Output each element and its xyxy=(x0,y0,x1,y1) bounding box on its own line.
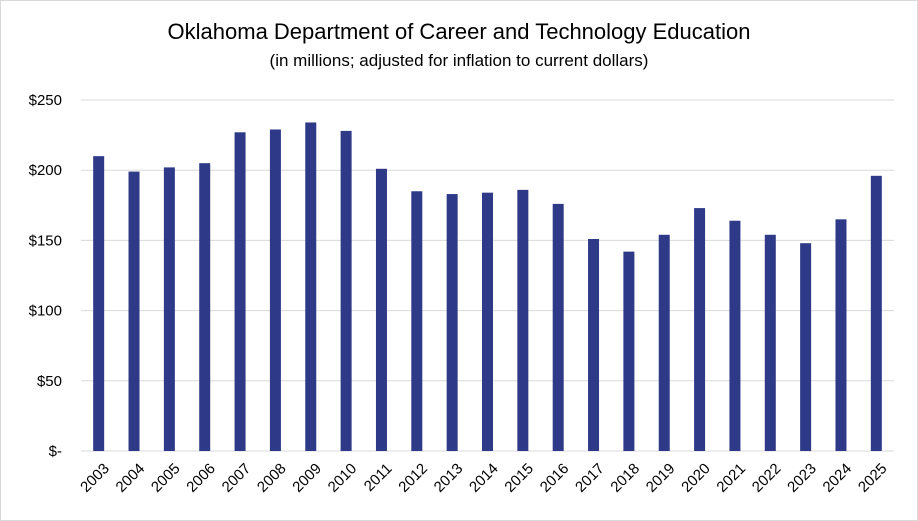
bar xyxy=(694,208,706,451)
x-tick-label: 2012 xyxy=(395,460,431,496)
bar-series xyxy=(93,122,882,452)
bar xyxy=(163,167,175,451)
x-axis: 2003 2004 2005 2006 2007 2008 2009 2010 2011 2012… xyxy=(77,460,890,496)
bar xyxy=(128,171,140,451)
bar xyxy=(446,194,458,451)
bar xyxy=(552,203,564,451)
bar xyxy=(764,234,776,451)
bar xyxy=(729,220,741,451)
y-tick-label: $200 xyxy=(29,162,62,179)
y-axis: $- $50 $100 $150 $200 $250 xyxy=(29,92,62,460)
y-tick-label: $50 xyxy=(37,373,62,390)
y-tick-label: $150 xyxy=(29,232,62,249)
x-tick-label: 2005 xyxy=(148,460,184,496)
bar xyxy=(658,234,670,451)
x-tick-label: 2023 xyxy=(784,460,820,496)
x-tick-label: 2004 xyxy=(113,460,149,496)
bar xyxy=(199,163,211,451)
x-tick-label: 2015 xyxy=(501,460,537,496)
bar xyxy=(800,243,812,451)
bar xyxy=(870,175,882,452)
bar xyxy=(305,122,317,452)
y-tick-label: $- xyxy=(49,443,62,460)
x-tick-label: 2003 xyxy=(77,460,113,496)
x-tick-label: 2020 xyxy=(678,460,714,496)
y-tick-label: $100 xyxy=(29,303,62,320)
bar xyxy=(835,219,847,451)
bar xyxy=(269,129,281,451)
x-tick-label: 2018 xyxy=(607,460,643,496)
x-tick-label: 2010 xyxy=(325,460,361,496)
x-tick-label: 2019 xyxy=(643,460,679,496)
x-tick-label: 2016 xyxy=(537,460,573,496)
x-tick-label: 2013 xyxy=(431,460,467,496)
x-tick-label: 2008 xyxy=(254,460,290,496)
x-tick-label: 2025 xyxy=(855,460,891,496)
bar xyxy=(234,132,246,452)
bar xyxy=(340,130,352,451)
x-tick-label: 2017 xyxy=(572,460,608,496)
x-tick-label: 2009 xyxy=(289,460,325,496)
x-tick-label: 2007 xyxy=(219,460,255,496)
bar xyxy=(517,189,529,451)
x-tick-label: 2006 xyxy=(183,460,219,496)
chart-title: Oklahoma Department of Career and Techno… xyxy=(167,19,751,44)
x-tick-label: 2014 xyxy=(466,460,502,496)
bar xyxy=(411,191,423,451)
x-tick-label: 2011 xyxy=(361,460,396,495)
x-tick-label: 2024 xyxy=(820,460,856,496)
bar xyxy=(375,168,387,451)
bar xyxy=(588,238,600,451)
x-tick-label: 2022 xyxy=(749,460,785,496)
bar xyxy=(482,192,493,451)
y-tick-label: $250 xyxy=(29,92,62,109)
x-tick-label: 2021 xyxy=(714,460,750,496)
bar xyxy=(623,251,635,451)
chart-subtitle: (in millions; adjusted for inflation to … xyxy=(269,51,649,70)
bar xyxy=(93,156,105,451)
